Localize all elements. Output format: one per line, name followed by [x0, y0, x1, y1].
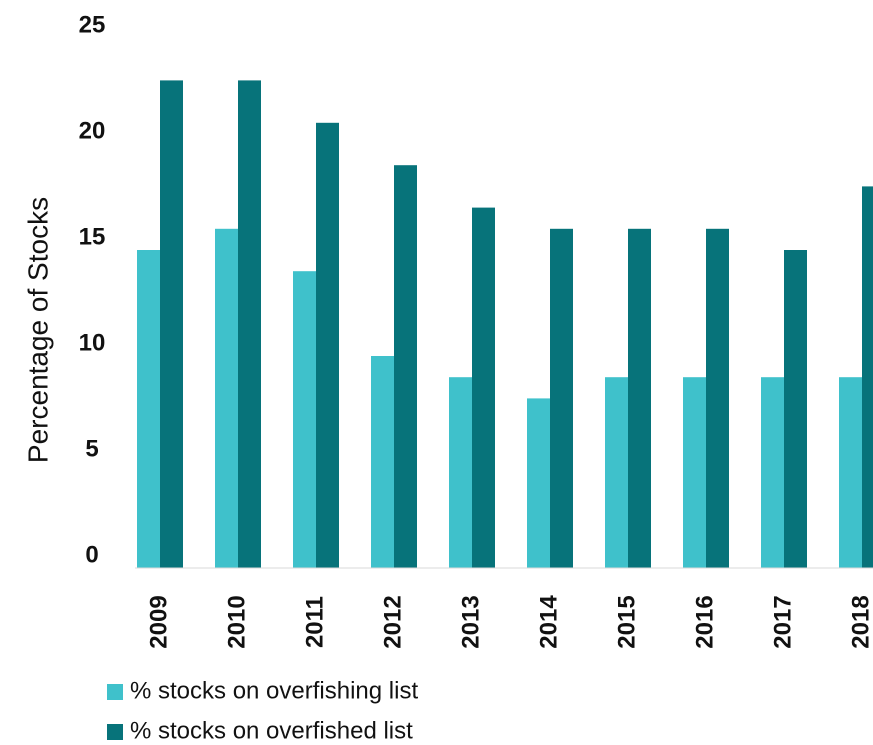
x-tick-label: 2017	[769, 595, 796, 648]
x-tick-label: 2012	[379, 595, 406, 648]
x-tick-label: 2018	[847, 595, 873, 648]
bar	[605, 377, 628, 568]
x-tick-label: 2011	[301, 596, 328, 648]
x-tick-label: 2010	[223, 595, 250, 648]
bar	[761, 377, 784, 568]
bar	[215, 228, 238, 569]
bar	[394, 165, 417, 568]
y-tick-label: 20	[79, 117, 106, 144]
y-tick-label: 15	[79, 223, 106, 250]
x-tick-label: 2014	[535, 595, 562, 649]
bar	[839, 377, 862, 568]
y-tick-label: 0	[85, 541, 98, 568]
bar	[706, 228, 729, 569]
bar	[527, 398, 550, 568]
y-tick-label: 5	[85, 435, 98, 462]
x-tick-label: 2015	[613, 595, 640, 648]
bar	[160, 80, 183, 569]
bar	[137, 250, 160, 568]
y-tick-label: 10	[79, 329, 106, 356]
bar	[784, 250, 807, 568]
legend-label: % stocks on overfishing list	[130, 677, 418, 704]
x-tick-label: 2013	[457, 595, 484, 648]
bar	[862, 186, 873, 568]
x-tick-label: 2009	[145, 595, 172, 648]
legend-swatch	[107, 684, 123, 700]
legend-swatch	[107, 724, 123, 740]
bar	[371, 356, 394, 568]
y-axis-title: Percentage of Stocks	[22, 197, 53, 463]
bar	[293, 271, 316, 568]
legend-label: % stocks on overfished list	[130, 717, 413, 744]
bar	[238, 80, 261, 569]
bar	[550, 228, 573, 569]
bar	[449, 377, 472, 568]
x-tick-label: 2016	[691, 595, 718, 648]
y-tick-label: 25	[79, 11, 106, 38]
bar	[316, 122, 339, 569]
bar	[683, 377, 706, 568]
bar	[628, 228, 651, 569]
bar	[472, 207, 495, 568]
